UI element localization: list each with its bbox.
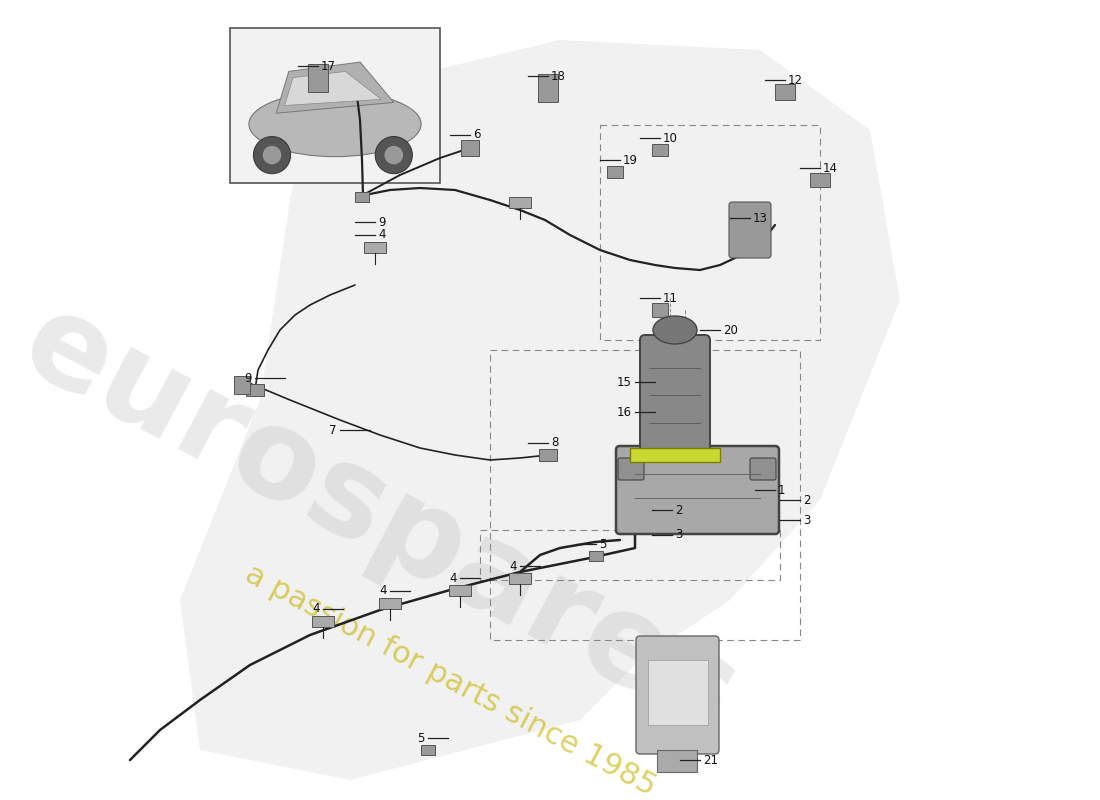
Text: 7: 7 [330, 423, 337, 437]
Text: 5: 5 [600, 538, 606, 550]
Polygon shape [180, 40, 900, 780]
FancyBboxPatch shape [636, 636, 719, 754]
Text: 21: 21 [703, 754, 718, 766]
Bar [539, 449, 557, 461]
Text: 3: 3 [675, 529, 682, 542]
Text: 4: 4 [378, 229, 385, 242]
Bar [652, 303, 668, 317]
FancyBboxPatch shape [750, 458, 776, 480]
Bar [588, 551, 603, 561]
Text: 3: 3 [803, 514, 811, 526]
Text: 9: 9 [244, 371, 252, 385]
Text: 1: 1 [778, 483, 785, 497]
Text: a passion for parts since 1985: a passion for parts since 1985 [240, 559, 660, 800]
Text: 14: 14 [823, 162, 838, 174]
Bar [449, 585, 471, 595]
Circle shape [253, 137, 290, 174]
Text: 19: 19 [623, 154, 638, 166]
Bar [308, 64, 328, 92]
Text: 11: 11 [663, 291, 678, 305]
Bar [364, 242, 386, 253]
Text: 4: 4 [450, 571, 456, 585]
Text: 20: 20 [723, 323, 738, 337]
Text: 8: 8 [551, 437, 559, 450]
Bar [379, 598, 401, 609]
FancyBboxPatch shape [729, 202, 771, 258]
Bar [630, 448, 720, 462]
Bar [810, 173, 830, 187]
Ellipse shape [653, 316, 697, 344]
Bar [607, 166, 623, 178]
Bar [776, 84, 795, 100]
Polygon shape [285, 71, 382, 106]
Text: 12: 12 [788, 74, 803, 86]
Text: 4: 4 [379, 585, 387, 598]
Bar [355, 192, 368, 202]
Bar [652, 144, 668, 156]
Text: 9: 9 [378, 215, 385, 229]
Text: 5: 5 [418, 731, 425, 745]
Text: 2: 2 [675, 503, 682, 517]
Text: 13: 13 [754, 211, 768, 225]
FancyBboxPatch shape [640, 335, 710, 455]
Polygon shape [276, 62, 394, 114]
Text: 16: 16 [617, 406, 632, 418]
Circle shape [385, 146, 403, 164]
Text: 10: 10 [663, 131, 678, 145]
FancyBboxPatch shape [618, 458, 644, 480]
Bar [234, 376, 250, 394]
Bar [648, 660, 708, 725]
Text: 17: 17 [321, 59, 336, 73]
Bar [312, 615, 334, 626]
Text: 2: 2 [803, 494, 811, 506]
Circle shape [263, 146, 282, 164]
Bar [421, 745, 434, 755]
Bar [509, 573, 531, 583]
Circle shape [375, 137, 412, 174]
Ellipse shape [249, 91, 421, 157]
Text: 4: 4 [509, 559, 517, 573]
Bar [509, 197, 531, 207]
Text: 15: 15 [617, 375, 632, 389]
FancyBboxPatch shape [616, 446, 779, 534]
Text: eurospares: eurospares [2, 281, 757, 759]
Text: 6: 6 [473, 129, 481, 142]
Bar [246, 384, 264, 396]
Bar [230, 28, 440, 183]
Bar [538, 74, 558, 102]
Text: 18: 18 [551, 70, 565, 82]
Bar [657, 750, 697, 772]
Bar [461, 140, 478, 156]
Text: 4: 4 [312, 602, 320, 615]
